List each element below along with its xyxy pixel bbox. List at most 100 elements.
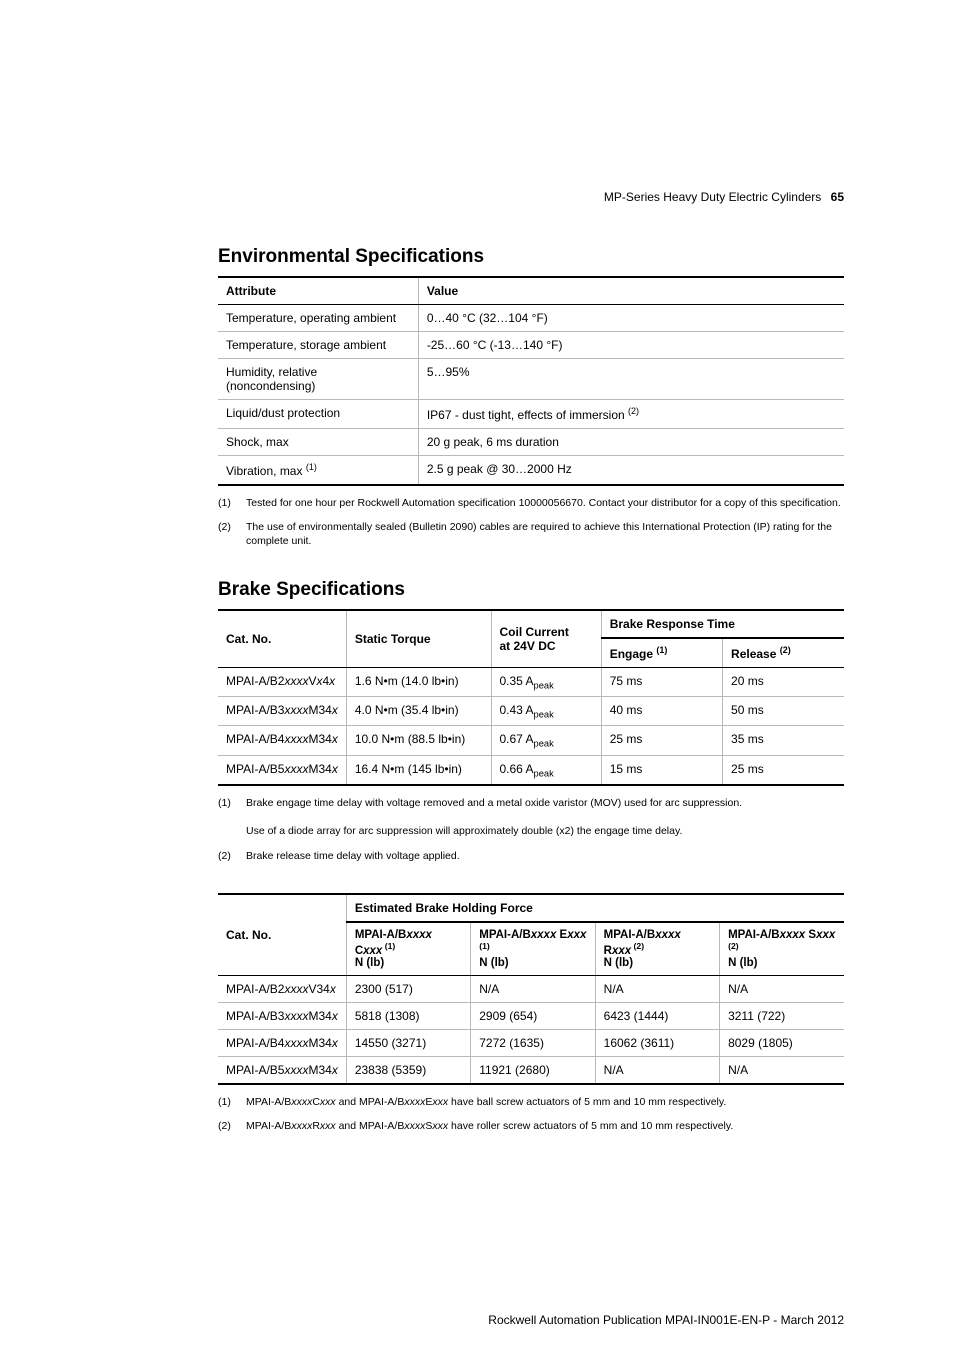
table-row: Humidity, relative (noncondensing) 5…95% xyxy=(218,359,844,400)
holding-value: 7272 (1635) xyxy=(471,1029,595,1056)
footnote: (2) Brake release time delay with voltag… xyxy=(218,849,844,863)
holding-value: 8029 (1805) xyxy=(720,1029,844,1056)
footnote: (1)MPAI-A/BxxxxCxxx and MPAI-A/BxxxxExxx… xyxy=(218,1095,844,1109)
footnote: (2) The use of environmentally sealed (B… xyxy=(218,520,844,548)
holding-value: 14550 (3271) xyxy=(346,1029,470,1056)
running-header: MP-Series Heavy Duty Electric Cylinders … xyxy=(218,190,844,204)
th-torque: Static Torque xyxy=(346,610,491,668)
th-catno: Cat. No. xyxy=(218,894,346,975)
footnote: (1) Tested for one hour per Rockwell Aut… xyxy=(218,496,844,510)
cat-no: MPAI-A/B4xxxxM34x xyxy=(218,726,346,755)
holding-value: 11921 (2680) xyxy=(471,1056,595,1084)
holding-value: 16062 (3611) xyxy=(595,1029,719,1056)
brake-table-1: Cat. No. Static Torque Coil Current at 2… xyxy=(218,609,844,787)
coil: 0.43 Apeak xyxy=(491,696,601,725)
torque: 4.0 N•m (35.4 lb•in) xyxy=(346,696,491,725)
env-title: Environmental Specifications xyxy=(218,246,844,268)
brake1-footnotes: (1) Brake engage time delay with voltage… xyxy=(218,796,844,863)
table-row: Shock, max 20 g peak, 6 ms duration xyxy=(218,429,844,456)
env-attr: Liquid/dust protection xyxy=(218,400,418,429)
page: MP-Series Heavy Duty Electric Cylinders … xyxy=(0,0,954,1367)
env-footnotes: (1) Tested for one hour per Rockwell Aut… xyxy=(218,496,844,549)
coil: 0.67 Apeak xyxy=(491,726,601,755)
cat-no: MPAI-A/B2xxxxV34x xyxy=(218,975,346,1002)
table-row: MPAI-A/B5xxxxM34x16.4 N•m (145 lb•in)0.6… xyxy=(218,755,844,785)
cat-no: MPAI-A/B5xxxxM34x xyxy=(218,1056,346,1084)
env-val: 0…40 °C (32…104 °F) xyxy=(418,305,844,332)
env-tbody: Temperature, operating ambient 0…40 °C (… xyxy=(218,305,844,486)
engage: 25 ms xyxy=(601,726,722,755)
table-row: Vibration, max (1) 2.5 g peak @ 30…2000 … xyxy=(218,456,844,486)
holding-value: N/A xyxy=(471,975,595,1002)
cat-no: MPAI-A/B5xxxxM34x xyxy=(218,755,346,785)
holding-value: N/A xyxy=(595,975,719,1002)
table-row: MPAI-A/B3xxxxM34x4.0 N•m (35.4 lb•in)0.4… xyxy=(218,696,844,725)
th-release: Release (2) xyxy=(723,638,844,668)
th-variant: MPAI-A/Bxxxx Cxxx (1)N (lb) xyxy=(346,922,470,975)
cat-no: MPAI-A/B3xxxxM34x xyxy=(218,696,346,725)
th-variant: MPAI-A/Bxxxx Sxxx (2)N (lb) xyxy=(720,922,844,975)
env-attr: Vibration, max (1) xyxy=(218,456,418,486)
brake-title: Brake Specifications xyxy=(218,579,844,601)
env-val: -25…60 °C (-13…140 °F) xyxy=(418,332,844,359)
holding-value: 5818 (1308) xyxy=(346,1002,470,1029)
env-attr: Temperature, storage ambient xyxy=(218,332,418,359)
holding-value: N/A xyxy=(720,1056,844,1084)
holding-value: 2909 (654) xyxy=(471,1002,595,1029)
brake-table-2: Cat. No. Estimated Brake Holding Force M… xyxy=(218,893,844,1085)
holding-value: N/A xyxy=(720,975,844,1002)
cat-no: MPAI-A/B3xxxxM34x xyxy=(218,1002,346,1029)
publication-footer: Rockwell Automation Publication MPAI-IN0… xyxy=(218,1313,844,1327)
th-engage: Engage (1) xyxy=(601,638,722,668)
table-row: MPAI-A/B2xxxxVx4x1.6 N•m (14.0 lb•in)0.3… xyxy=(218,667,844,696)
torque: 1.6 N•m (14.0 lb•in) xyxy=(346,667,491,696)
holding-value: 3211 (722) xyxy=(720,1002,844,1029)
release: 35 ms xyxy=(723,726,844,755)
table-row: Temperature, storage ambient -25…60 °C (… xyxy=(218,332,844,359)
doc-title: MP-Series Heavy Duty Electric Cylinders xyxy=(604,190,821,204)
table-row: MPAI-A/B2xxxxV34x2300 (517)N/AN/AN/A xyxy=(218,975,844,1002)
th-coil: Coil Current at 24V DC xyxy=(491,610,601,668)
holding-value: 23838 (5359) xyxy=(346,1056,470,1084)
holding-value: N/A xyxy=(595,1056,719,1084)
coil: 0.35 Apeak xyxy=(491,667,601,696)
release: 20 ms xyxy=(723,667,844,696)
env-attr: Temperature, operating ambient xyxy=(218,305,418,332)
torque: 10.0 N•m (88.5 lb•in) xyxy=(346,726,491,755)
table-row: MPAI-A/B5xxxxM34x23838 (5359)11921 (2680… xyxy=(218,1056,844,1084)
th-variant: MPAI-A/Bxxxx Rxxx (2)N (lb) xyxy=(595,922,719,975)
env-attr: Shock, max xyxy=(218,429,418,456)
env-th-attr: Attribute xyxy=(218,277,418,305)
cat-no: MPAI-A/B4xxxxM34x xyxy=(218,1029,346,1056)
release: 25 ms xyxy=(723,755,844,785)
env-val: 5…95% xyxy=(418,359,844,400)
table-row: MPAI-A/B3xxxxM34x5818 (1308)2909 (654)64… xyxy=(218,1002,844,1029)
th-catno: Cat. No. xyxy=(218,610,346,668)
engage: 40 ms xyxy=(601,696,722,725)
engage: 75 ms xyxy=(601,667,722,696)
coil: 0.66 Apeak xyxy=(491,755,601,785)
env-val: 20 g peak, 6 ms duration xyxy=(418,429,844,456)
page-number: 65 xyxy=(831,190,844,204)
brake2-footnotes: (1)MPAI-A/BxxxxCxxx and MPAI-A/BxxxxExxx… xyxy=(218,1095,844,1133)
table-row: Temperature, operating ambient 0…40 °C (… xyxy=(218,305,844,332)
th-variant: MPAI-A/Bxxxx Exxx (1)N (lb) xyxy=(471,922,595,975)
env-val: 2.5 g peak @ 30…2000 Hz xyxy=(418,456,844,486)
torque: 16.4 N•m (145 lb•in) xyxy=(346,755,491,785)
env-attr: Humidity, relative (noncondensing) xyxy=(218,359,418,400)
th-holding: Estimated Brake Holding Force xyxy=(346,894,844,922)
env-table: Attribute Value Temperature, operating a… xyxy=(218,276,844,486)
release: 50 ms xyxy=(723,696,844,725)
holding-value: 2300 (517) xyxy=(346,975,470,1002)
footnote: (2)MPAI-A/BxxxxRxxx and MPAI-A/BxxxxSxxx… xyxy=(218,1119,844,1133)
holding-value: 6423 (1444) xyxy=(595,1002,719,1029)
footnote: (1) Brake engage time delay with voltage… xyxy=(218,796,844,839)
env-th-val: Value xyxy=(418,277,844,305)
table-row: MPAI-A/B4xxxxM34x10.0 N•m (88.5 lb•in)0.… xyxy=(218,726,844,755)
table-row: MPAI-A/B4xxxxM34x14550 (3271)7272 (1635)… xyxy=(218,1029,844,1056)
cat-no: MPAI-A/B2xxxxVx4x xyxy=(218,667,346,696)
table-row: Liquid/dust protection IP67 - dust tight… xyxy=(218,400,844,429)
engage: 15 ms xyxy=(601,755,722,785)
th-response: Brake Response Time xyxy=(601,610,844,638)
env-val: IP67 - dust tight, effects of immersion … xyxy=(418,400,844,429)
